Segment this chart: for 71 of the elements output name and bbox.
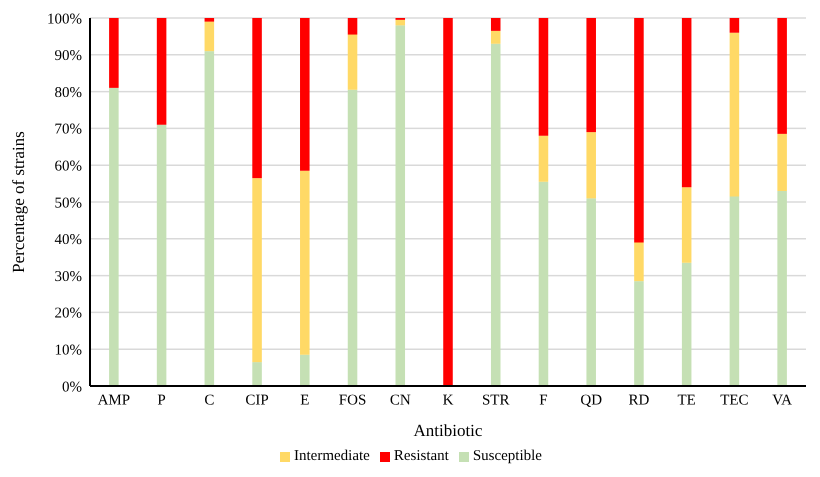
bar	[538, 182, 548, 386]
y-tick-label: 80%	[54, 84, 82, 101]
legend-label: Susceptible	[472, 448, 542, 464]
bar	[156, 18, 166, 125]
x-tick-label: FOS	[338, 392, 366, 409]
x-tick-label: TE	[678, 392, 696, 409]
bar	[538, 136, 548, 182]
bar	[300, 170, 310, 355]
bar	[252, 18, 262, 178]
bar	[586, 18, 596, 132]
bar	[443, 18, 453, 386]
x-tick-label: QD	[580, 392, 602, 409]
x-tick-label: VA	[772, 392, 792, 409]
bar	[395, 20, 406, 26]
x-tick-label: C	[204, 392, 214, 409]
y-tick-label: 60%	[54, 158, 82, 175]
bar	[634, 242, 644, 282]
bar	[777, 18, 787, 134]
bar	[109, 18, 119, 88]
y-tick-label: 40%	[54, 232, 82, 248]
bar	[252, 178, 262, 362]
y-tick-label: 50%	[54, 195, 82, 212]
bar	[348, 18, 358, 35]
y-tick-label: 90%	[54, 48, 82, 64]
x-tick-label: K	[442, 392, 454, 409]
x-axis-title: Antibiotic	[414, 421, 483, 440]
bar	[300, 354, 310, 386]
bar	[252, 362, 262, 386]
y-tick-label: 20%	[54, 306, 82, 322]
bar	[777, 190, 787, 386]
bar	[300, 18, 310, 171]
y-tick-label: 10%	[54, 342, 82, 359]
bar	[204, 51, 214, 386]
bar	[490, 30, 501, 44]
bar	[490, 44, 501, 386]
bar	[204, 22, 214, 52]
bar	[634, 18, 644, 242]
x-tick-label: AMP	[98, 392, 130, 409]
legend-label: Resistant	[394, 448, 449, 464]
y-tick-label: 70%	[54, 122, 82, 138]
bar	[634, 281, 644, 386]
bar	[682, 18, 692, 188]
bar	[490, 18, 501, 31]
x-tick-label: STR	[482, 392, 510, 409]
x-tick-label: F	[539, 392, 548, 409]
bar	[730, 32, 740, 196]
bar	[109, 88, 119, 386]
y-tick-label: 30%	[54, 268, 82, 285]
y-axis-title: Percentage of strains	[9, 131, 28, 273]
bar	[348, 90, 358, 386]
bar	[586, 198, 596, 386]
y-tick-label: 100%	[47, 11, 82, 28]
bar	[204, 18, 214, 22]
bar	[538, 18, 548, 136]
bar	[682, 262, 692, 386]
x-tick-label: TEC	[720, 392, 749, 409]
bar	[730, 18, 740, 33]
legend-label: Intermediate	[294, 448, 370, 464]
x-tick-label: CN	[390, 392, 411, 409]
y-tick-label: 0%	[62, 379, 82, 396]
bar	[730, 196, 740, 386]
x-tick-label: E	[300, 392, 310, 409]
x-tick-label: RD	[628, 392, 650, 409]
x-tick-label: CIP	[245, 392, 269, 409]
bar	[682, 187, 692, 263]
bar	[777, 134, 787, 191]
x-tick-label: P	[157, 392, 166, 409]
bar	[156, 124, 166, 386]
bar	[586, 132, 596, 198]
bar	[348, 34, 358, 90]
bar	[395, 25, 406, 386]
